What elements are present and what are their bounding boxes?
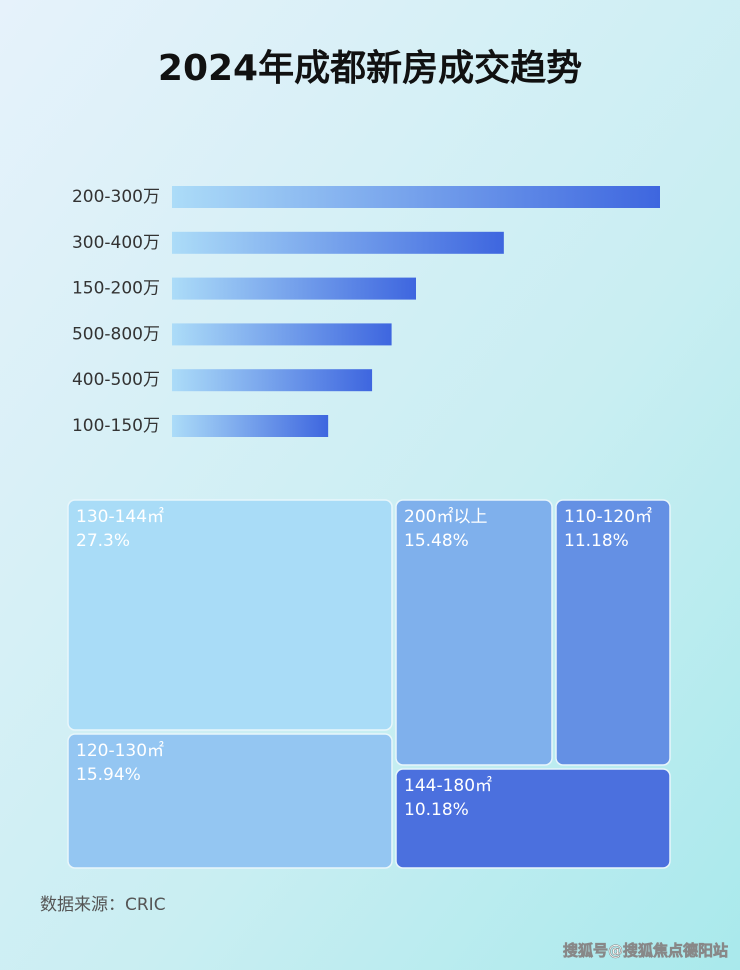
category-label: 200-300万	[72, 187, 160, 207]
category-label: 100-150万	[72, 416, 160, 436]
cell-value: 15.94%	[76, 765, 141, 785]
category-label: 400-500万	[72, 370, 160, 390]
cell-label: 144-180㎡	[404, 776, 492, 796]
cell-label: 200㎡以上	[404, 507, 487, 527]
treemap-cell	[395, 499, 553, 766]
bar	[172, 277, 416, 300]
bar	[172, 369, 373, 392]
bar	[172, 415, 329, 437]
cell-value: 15.48%	[404, 531, 469, 551]
chart-title: 2024年成都新房成交趋势	[158, 47, 582, 89]
cell-value: 11.18%	[564, 531, 629, 551]
source: 数据来源：CRIC	[40, 895, 166, 915]
bar	[172, 231, 504, 254]
category-label: 500-800万	[72, 324, 160, 344]
treemap-cell	[555, 499, 671, 766]
bar	[172, 323, 392, 346]
category-label: 300-400万	[72, 233, 160, 253]
category-label: 150-200万	[72, 279, 160, 299]
cell-value: 10.18%	[404, 800, 469, 820]
bar	[172, 186, 660, 208]
cell-label: 110-120㎡	[564, 507, 652, 527]
treemap-cell	[67, 499, 393, 731]
watermark: 搜狐号@搜狐焦点德阳站	[563, 942, 728, 960]
cell-label: 130-144㎡	[76, 507, 164, 527]
cell-value: 27.3%	[76, 531, 130, 551]
treemap-cell	[395, 768, 671, 869]
treemap-cell	[67, 733, 393, 869]
cell-label: 120-130㎡	[76, 741, 164, 761]
